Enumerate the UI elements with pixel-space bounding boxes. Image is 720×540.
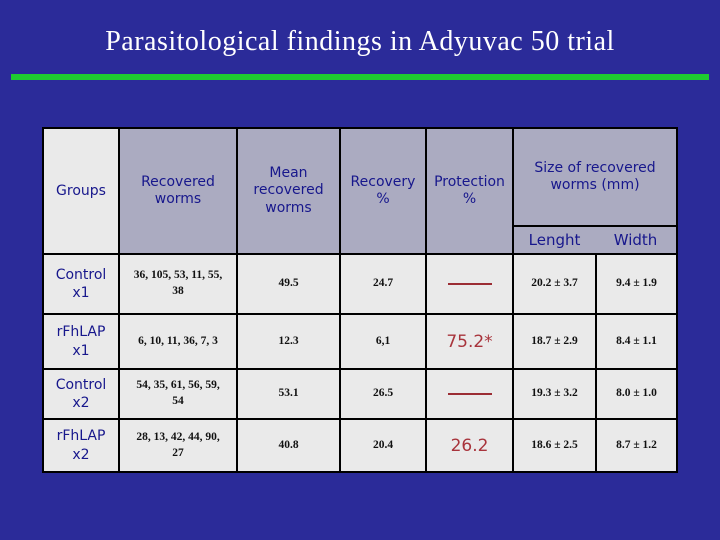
table-row-4-mean: 40.8 xyxy=(238,420,339,471)
group-dose: x1 xyxy=(72,342,90,359)
table-row-2-protection-pct: 75.2* xyxy=(427,315,512,368)
table-row-3-length: 19.3 ± 3.2 xyxy=(514,370,595,418)
col-header-size-group: Size of recovered worms (mm) xyxy=(514,129,676,225)
table-row-4-recovered-worms: 28, 13, 42, 44, 90, 27 xyxy=(120,420,236,471)
table-row-4-width: 8.7 ± 1.2 xyxy=(597,420,676,471)
table-row-2-length: 18.7 ± 2.9 xyxy=(514,315,595,368)
table-row-3-protection-pct xyxy=(427,370,512,418)
results-table: Groups Recovered worms Mean recovered wo… xyxy=(42,127,678,473)
table-row-1-recovered-worms: 36, 105, 53, 11, 55, 38 xyxy=(120,255,236,313)
group-name: Control xyxy=(55,376,107,393)
col-header-groups: Groups xyxy=(44,129,118,253)
col-header-mean-recovered: Mean recovered worms xyxy=(238,129,339,253)
table-row-3-group: Control x2 xyxy=(44,370,118,418)
table-row-1-protection-pct xyxy=(427,255,512,313)
table-row-1-recovery-pct: 24.7 xyxy=(341,255,425,313)
col-header-protection-pct: Protection % xyxy=(427,129,512,253)
table-row-2-mean: 12.3 xyxy=(238,315,339,368)
title-underline xyxy=(11,74,709,80)
group-dose: x2 xyxy=(72,446,90,463)
col-header-length: Lenght xyxy=(528,231,581,249)
group-dose: x1 xyxy=(72,285,90,301)
group-name: Control xyxy=(55,266,107,283)
protection-dash xyxy=(447,393,492,395)
table-row-4-protection-pct: 26.2 xyxy=(427,420,512,471)
table-row-4-group: rFhLAP x2 xyxy=(44,420,118,471)
col-header-recovered-worms: Recovered worms xyxy=(120,129,236,253)
table-row-2-recovered-worms: 6, 10, 11, 36, 7, 3 xyxy=(120,315,236,368)
table-row-2-width: 8.4 ± 1.1 xyxy=(597,315,676,368)
table-row-2-group: rFhLAP x1 xyxy=(44,315,118,368)
table-row-4-recovery-pct: 20.4 xyxy=(341,420,425,471)
table-row-2-recovery-pct: 6,1 xyxy=(341,315,425,368)
table-row-1-length: 20.2 ± 3.7 xyxy=(514,255,595,313)
group-name: rFhLAP xyxy=(56,428,106,445)
group-name: rFhLAP xyxy=(56,324,106,341)
group-dose: x2 xyxy=(72,395,90,411)
col-header-recovery-pct: Recovery % xyxy=(341,129,425,253)
table-row-1-group: Control x1 xyxy=(44,255,118,313)
table-row-3-recovery-pct: 26.5 xyxy=(341,370,425,418)
slide-title: Parasitological findings in Adyuvac 50 t… xyxy=(105,26,615,57)
table-row-1-width: 9.4 ± 1.9 xyxy=(597,255,676,313)
table-row-3-recovered-worms: 54, 35, 61, 56, 59, 54 xyxy=(120,370,236,418)
subheader-length-width: Lenght Width xyxy=(514,227,676,253)
col-header-width: Width xyxy=(613,231,658,249)
table-row-3-mean: 53.1 xyxy=(238,370,339,418)
table-row-4-length: 18.6 ± 2.5 xyxy=(514,420,595,471)
protection-dash xyxy=(447,283,492,285)
table-row-1-mean: 49.5 xyxy=(238,255,339,313)
table-row-3-width: 8.0 ± 1.0 xyxy=(597,370,676,418)
